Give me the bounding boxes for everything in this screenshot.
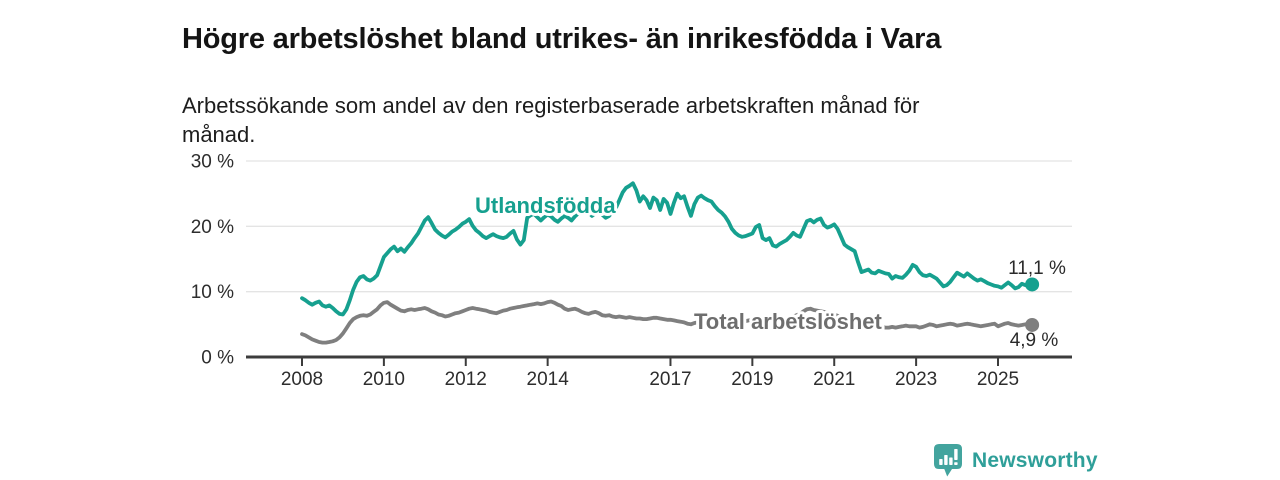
y-tick-label: 30 %	[191, 152, 234, 173]
y-tick-label: 0 %	[201, 348, 234, 369]
series-label-total: Total arbetslöshet	[694, 309, 883, 334]
series-end-dot-utlandsfodda	[1025, 277, 1040, 292]
y-tick-label: 10 %	[191, 282, 234, 303]
x-tick-label: 2014	[527, 369, 570, 390]
x-tick-label: 2021	[813, 369, 855, 390]
subtitle-line-1: Arbetssökande som andel av den registerb…	[182, 93, 920, 118]
chart-subtitle: Arbetssökande som andel av den registerb…	[182, 91, 919, 149]
gridlines-layer	[246, 160, 1072, 293]
series-line-total	[300, 299, 1034, 345]
series-end-dot-total	[1025, 317, 1040, 332]
end-value-utlandsfodda: 11,1 %	[1008, 258, 1066, 279]
subtitle-line-2: månad.	[182, 122, 256, 147]
end-value-total: 4,9 %	[1010, 330, 1059, 351]
series-line-utlandsfodda	[300, 181, 1034, 317]
axis-layer: 0 % 10 % 20 % 30 % 2008 2010 2012 2014 2017 2019 2…	[191, 152, 1072, 390]
x-tick-label: 2023	[895, 369, 937, 390]
newsworthy-logo-icon	[934, 444, 962, 477]
newsworthy-branding: Newsworthy	[933, 443, 1098, 478]
x-tick-label: 2012	[445, 369, 487, 390]
x-tick-label: 2008	[281, 369, 323, 390]
page-title: Högre arbetslöshet bland utrikes- än inr…	[182, 23, 942, 56]
series-layer	[300, 181, 1040, 345]
x-tick-label: 2019	[731, 369, 773, 390]
x-tick-label: 2010	[363, 369, 405, 390]
newsworthy-brand-text: Newsworthy	[972, 448, 1098, 472]
x-tick-label: 2017	[649, 369, 691, 390]
y-tick-label: 20 %	[191, 217, 234, 238]
series-label-utlandsfodda: Utlandsfödda	[475, 193, 616, 218]
x-tick-label: 2025	[977, 369, 1019, 390]
